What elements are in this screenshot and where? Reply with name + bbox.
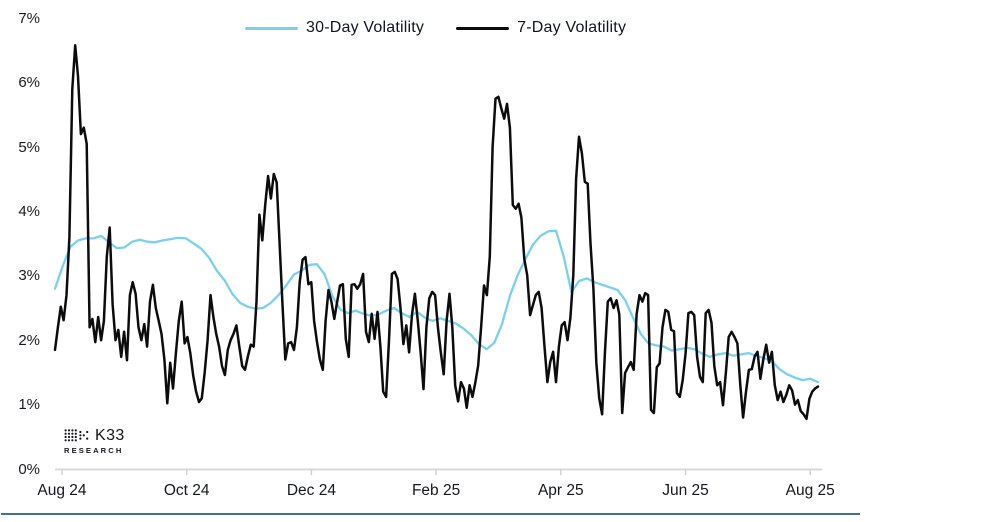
x-tick-label: Apr 25 — [537, 482, 584, 499]
y-tick-label: 6% — [18, 74, 40, 92]
x-tick-label: Dec 24 — [286, 482, 336, 499]
legend-item-7day-volatility: 7-Day Volatility — [456, 19, 626, 37]
y-tick-label: 5% — [18, 138, 40, 156]
y-tick-label: 0% — [18, 460, 40, 478]
legend-label-30day: 30-Day Volatility — [306, 19, 425, 36]
y-tick-label: 4% — [18, 202, 40, 220]
k33-dot-matrix-icon — [64, 429, 89, 442]
line-7day-volatility — [53, 43, 820, 421]
bottom-divider-line — [1, 513, 860, 515]
x-tick-label: Aug 24 — [37, 482, 87, 499]
y-tick-label: 1% — [18, 396, 40, 414]
legend-swatch-30day-line — [245, 26, 298, 30]
logo-text: K33 — [95, 427, 125, 444]
x-tick-label: Feb 25 — [411, 482, 461, 499]
k33-research-logo: K33 RESEARCH — [64, 427, 125, 456]
y-tick-label: 3% — [18, 267, 40, 285]
legend-label-7day: 7-Day Volatility — [517, 19, 627, 36]
y-tick-label: 7% — [18, 9, 40, 27]
x-tick-label: Oct 24 — [163, 482, 210, 499]
x-tick-label: Aug 25 — [785, 482, 835, 499]
y-tick-label: 2% — [18, 331, 40, 349]
chart-legend: 30-Day Volatility 7-Day Volatility — [245, 19, 626, 37]
legend-swatch-7day-line — [456, 26, 510, 30]
x-tick-label: Jun 25 — [662, 482, 709, 499]
legend-item-30day-volatility: 30-Day Volatility — [245, 19, 424, 37]
logo-subtext: RESEARCH — [64, 446, 124, 455]
